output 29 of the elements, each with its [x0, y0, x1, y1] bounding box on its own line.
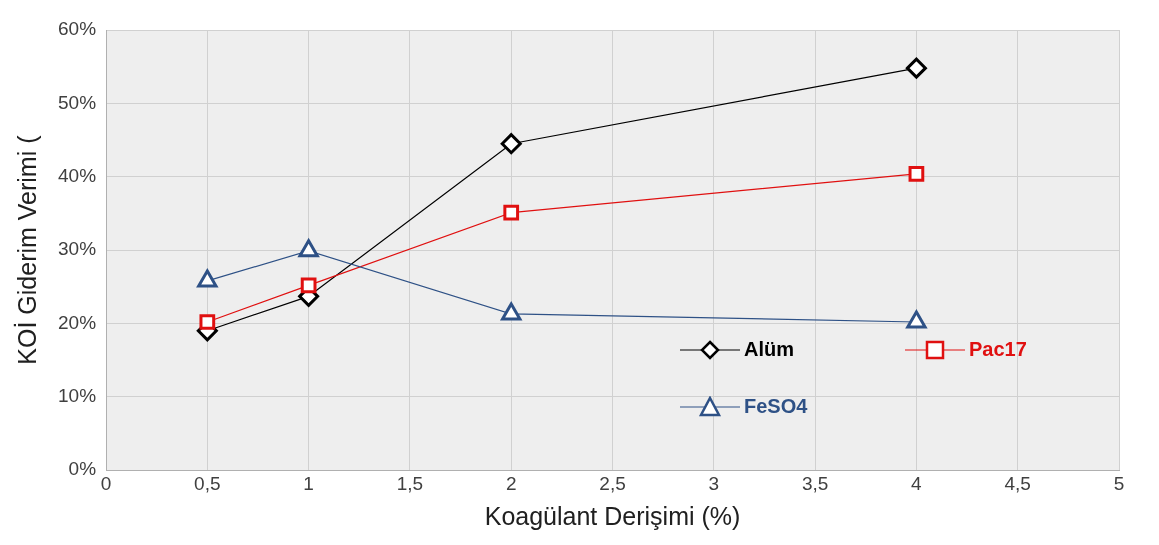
x-tick-label: 5: [1113, 472, 1125, 494]
x-axis-title: Koagülant Derişimi (%): [484, 501, 741, 530]
y-tick-label: 30%: [58, 238, 97, 260]
point: [908, 165, 925, 182]
point: [905, 57, 927, 79]
legend-label: Pac17: [969, 338, 1027, 361]
x-tick-label: 3: [708, 472, 720, 494]
x-tick-label: 4: [911, 472, 923, 494]
y-tick-label: 60%: [58, 18, 97, 40]
y-tick-label: 20%: [58, 311, 97, 333]
legend-label: Alüm: [744, 338, 794, 361]
x-tick-label: 1,5: [396, 472, 424, 494]
point: [300, 277, 317, 294]
y-axis-title: KOİ Giderim Verimi (: [12, 134, 41, 365]
x-tick-label: 2,5: [599, 472, 626, 494]
x-tick-label: 0: [100, 472, 112, 494]
y-tick-label: 50%: [58, 91, 97, 113]
point: [503, 204, 520, 221]
x-tick-label: 0,5: [194, 472, 221, 494]
y-tick-label: 0%: [68, 458, 97, 480]
point: [500, 133, 522, 155]
x-tick-label: 3,5: [801, 472, 829, 494]
y-tick-label: 40%: [58, 164, 97, 186]
x-tick-label: 2: [505, 472, 517, 494]
y-tick-label: 10%: [58, 385, 97, 407]
legend-label: FeSO4: [744, 395, 808, 418]
x-tick-label: 1: [303, 472, 314, 494]
x-tick-label: 4,5: [1004, 472, 1031, 494]
point: [199, 314, 216, 330]
